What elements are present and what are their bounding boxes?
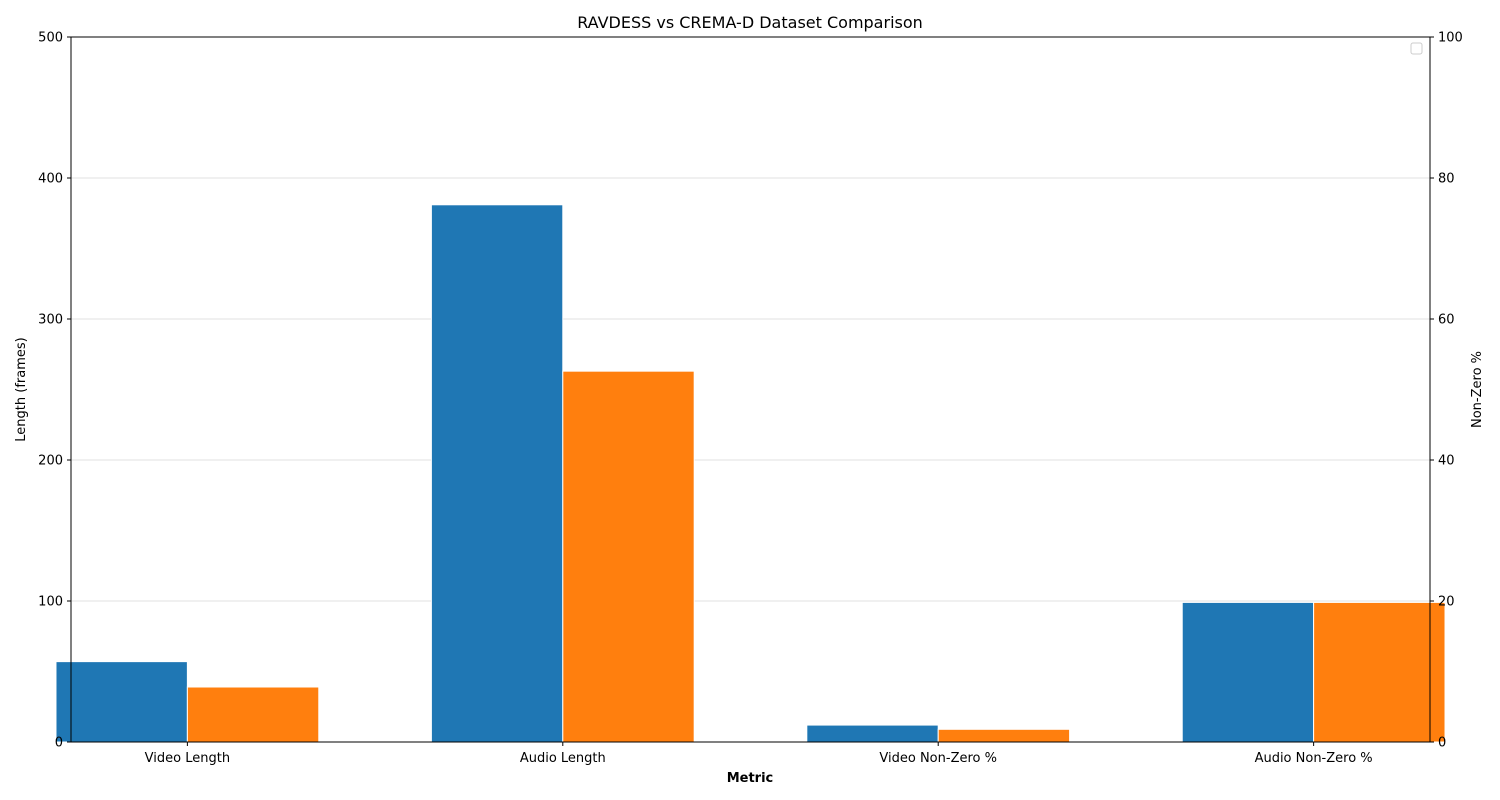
y-tick-label: 500 (38, 31, 63, 46)
plot-frame (70, 36, 1431, 743)
y-right-tick-label: 60 (1438, 313, 1455, 328)
x-tick-label: Audio Length (520, 751, 606, 766)
x-tick-label: Video Length (145, 751, 230, 766)
bar-series-2-3 (1313, 601, 1446, 743)
y-right-tick-label: 20 (1438, 595, 1455, 610)
y-tick-label: 100 (38, 595, 63, 610)
gridlines (71, 177, 1430, 602)
y-tick-label: 300 (38, 313, 63, 328)
y-tick-label: 200 (38, 454, 63, 469)
y-right-tick-label: 40 (1438, 454, 1455, 469)
y-axis-left: 0 100 200 300 400 500 (38, 31, 71, 751)
y-right-tick-label: 80 (1438, 172, 1455, 187)
chart-title: RAVDESS vs CREMA-D Dataset Comparison (577, 13, 923, 32)
y-right-tick-label: 100 (1438, 31, 1463, 46)
bar-series-1-0 (55, 661, 188, 743)
x-axis: Video Length Audio Length Video Non-Zero %… (145, 742, 1373, 766)
y-axis-title-right: Non-Zero % (1470, 351, 1485, 428)
bars (55, 204, 1446, 743)
bar-series-2-1 (562, 370, 695, 743)
y-tick-label: 0 (55, 736, 63, 751)
bar-series-1-1 (430, 204, 564, 743)
legend-box (1410, 42, 1423, 55)
bar-series-2-2 (937, 728, 1071, 743)
x-tick-label: Audio Non-Zero % (1255, 751, 1373, 766)
bar-series-2-0 (186, 686, 320, 743)
x-axis-title: Metric (727, 771, 774, 786)
y-right-tick-label: 0 (1438, 736, 1446, 751)
y-axis-title-left: Length (frames) (14, 337, 29, 441)
y-axis-right: 0 20 40 60 80 100 (1430, 31, 1463, 751)
y-tick-label: 400 (38, 172, 63, 187)
x-tick-label: Video Non-Zero % (879, 751, 997, 766)
bar-series-1-3 (1181, 601, 1315, 743)
bar-series-1-2 (806, 724, 939, 743)
